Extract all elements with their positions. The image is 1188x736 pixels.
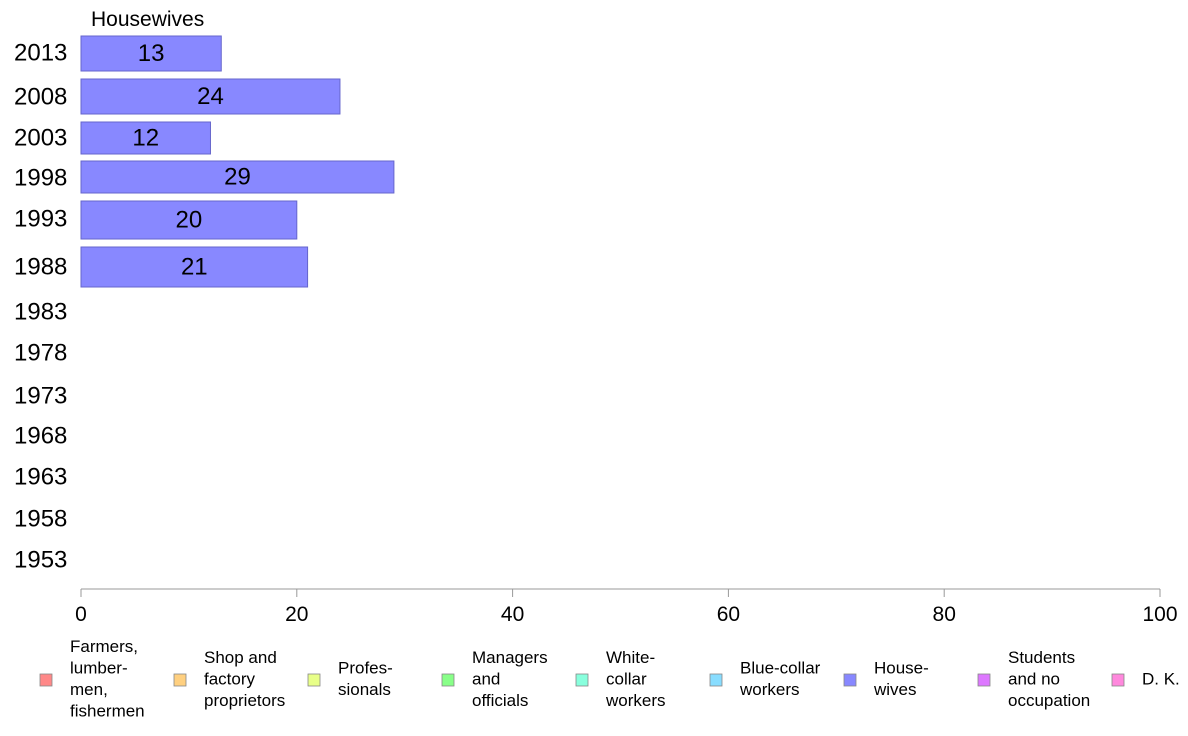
bar-value-labels: 13 24 12 29 20 21 <box>132 40 250 281</box>
legend-item-7: Students and no occupation <box>977 648 1090 710</box>
bar-value-label-1998: 29 <box>224 163 251 190</box>
x-axis: 0 20 40 60 80 100 <box>75 588 1178 626</box>
bars <box>80 35 395 288</box>
y-tick-label-1963: 1963 <box>14 463 67 490</box>
legend-item-0: Farmers, lumber-men, fishermen <box>39 637 145 721</box>
x-tick-label-0: 0 <box>75 603 87 626</box>
bar-value-label-2003: 12 <box>132 124 159 151</box>
y-tick-label-1993: 1993 <box>14 205 67 232</box>
legend-label-0: Farmers, lumber-men, fishermen <box>70 637 145 721</box>
legend-swatch-8 <box>1111 673 1125 687</box>
legend-swatch-3 <box>441 673 455 687</box>
bar-2008 <box>80 78 341 115</box>
legend-item-3: Managers and officials <box>441 648 548 710</box>
y-tick-label-1998: 1998 <box>14 164 67 191</box>
legend-label-2: Profes-sionals <box>338 659 393 700</box>
bar-2003 <box>80 121 211 155</box>
legend-item-5: Blue-collar workers <box>709 659 821 700</box>
legend-swatch-7 <box>977 673 991 687</box>
legend-swatch-1 <box>173 673 187 687</box>
y-tick-label-1968: 1968 <box>14 422 67 449</box>
bar-1998 <box>80 160 395 194</box>
bar-value-label-1988: 21 <box>181 253 208 280</box>
x-tick-label-60: 60 <box>717 603 740 626</box>
legend-item-1: Shop and factory proprietors <box>173 648 285 710</box>
y-tick-label-2013: 2013 <box>14 39 67 66</box>
legend-swatch-4 <box>575 673 589 687</box>
y-tick-label-1958: 1958 <box>14 505 67 532</box>
legend-label-5: Blue-collar workers <box>739 659 821 700</box>
legend-label-8: D. K. <box>1142 669 1180 688</box>
legend: Farmers, lumber-men, fishermen Shop and fact… <box>39 637 1180 721</box>
chart-title: Housewives <box>91 8 204 31</box>
bar-1993 <box>80 200 298 240</box>
y-tick-label-1983: 1983 <box>14 298 67 325</box>
legend-item-2: Profes-sionals <box>307 659 393 700</box>
y-tick-label-1973: 1973 <box>14 382 67 409</box>
legend-swatch-2 <box>307 673 321 687</box>
y-tick-label-1988: 1988 <box>14 253 67 280</box>
legend-swatch-6 <box>843 673 857 687</box>
legend-item-8: D. K. <box>1111 669 1180 688</box>
legend-swatch-0 <box>39 673 53 687</box>
legend-label-6: House-wives <box>873 659 929 700</box>
x-tick-label-40: 40 <box>501 603 524 626</box>
y-axis-labels: 2013 2008 2003 1998 1993 1988 1983 1978 1973 1968… <box>14 39 67 573</box>
bar-value-label-2013: 13 <box>138 40 165 67</box>
bar-value-label-1993: 20 <box>176 206 203 233</box>
legend-label-1: Shop and factory proprietors <box>204 648 285 710</box>
legend-item-4: White-collar workers <box>575 648 666 710</box>
y-tick-label-2003: 2003 <box>14 124 67 151</box>
legend-swatch-5 <box>709 673 723 687</box>
x-tick-label-80: 80 <box>933 603 956 626</box>
x-tick-label-20: 20 <box>285 603 308 626</box>
y-tick-label-2008: 2008 <box>14 83 67 110</box>
x-tick-label-100: 100 <box>1142 603 1177 626</box>
y-tick-label-1953: 1953 <box>14 546 67 573</box>
bar-value-label-2008: 24 <box>197 83 224 110</box>
legend-item-6: House-wives <box>843 659 929 700</box>
legend-label-4: White-collar workers <box>605 648 666 710</box>
bar-1988 <box>80 246 309 288</box>
bar-2013 <box>80 35 222 72</box>
legend-label-7: Students and no occupation <box>1008 648 1090 710</box>
legend-label-3: Managers and officials <box>472 648 548 710</box>
y-tick-label-1978: 1978 <box>14 339 67 366</box>
